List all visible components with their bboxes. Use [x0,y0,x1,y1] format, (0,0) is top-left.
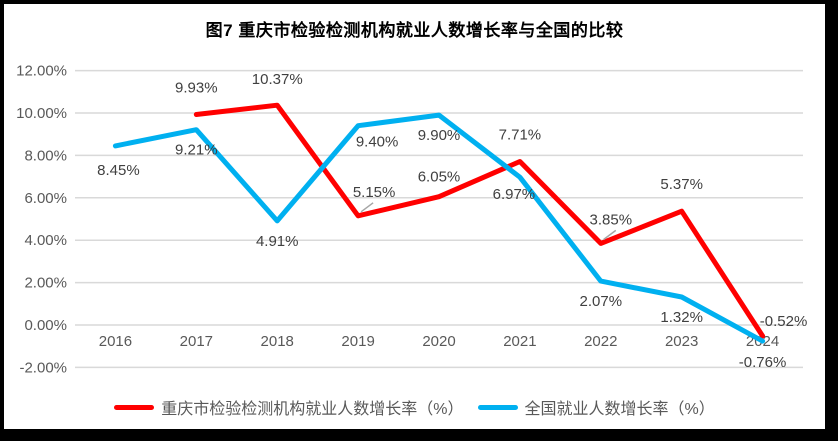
svg-text:2020: 2020 [422,333,455,350]
chart-legend: 重庆市检验检测机构就业人数增长率（%） 全国就业人数增长率（%） [4,395,825,419]
svg-text:2.07%: 2.07% [580,293,623,310]
svg-text:9.40%: 9.40% [356,134,399,151]
svg-text:2016: 2016 [99,333,132,350]
svg-text:6.05%: 6.05% [418,169,461,186]
blue-line-swatch [477,404,518,410]
legend-item-chongqing: 重庆市检验检测机构就业人数增长率（%） [114,395,464,419]
chart-title: 图7 重庆市检验检测机构就业人数增长率与全国的比较 [205,21,624,40]
svg-text:-0.76%: -0.76% [739,354,787,371]
svg-text:12.00%: 12.00% [16,63,67,80]
chart-area: 图7 重庆市检验检测机构就业人数增长率与全国的比较 12.00% 10.00% 8.… [4,4,825,429]
svg-text:4.91%: 4.91% [256,233,299,250]
svg-text:2023: 2023 [665,333,698,350]
svg-text:9.90%: 9.90% [418,127,461,144]
svg-text:8.00%: 8.00% [24,147,67,164]
svg-text:5.15%: 5.15% [353,184,396,201]
svg-text:-0.52%: -0.52% [760,313,808,330]
svg-text:1.32%: 1.32% [660,309,703,326]
legend-label-chongqing: 重庆市检验检测机构就业人数增长率（%） [161,401,464,418]
svg-text:9.21%: 9.21% [175,142,218,159]
svg-text:-2.00%: -2.00% [19,359,67,376]
svg-text:0.00%: 0.00% [24,317,67,334]
svg-text:10.00%: 10.00% [16,105,67,122]
svg-text:2017: 2017 [180,333,213,350]
svg-text:8.45%: 8.45% [97,162,140,179]
svg-text:6.97%: 6.97% [493,186,536,203]
svg-text:2.00%: 2.00% [24,275,67,292]
svg-text:4.00%: 4.00% [24,232,67,249]
svg-text:5.37%: 5.37% [660,176,703,193]
svg-text:7.71%: 7.71% [499,127,542,144]
svg-text:3.85%: 3.85% [590,211,633,228]
legend-label-national: 全国就业人数增长率（%） [524,401,715,418]
line-chart: 12.00% 10.00% 8.00% 6.00% 4.00% 2.00% 0.00% -2.… [16,63,808,377]
svg-text:2021: 2021 [503,333,536,350]
svg-text:2019: 2019 [341,333,374,350]
svg-text:10.37%: 10.37% [252,71,303,88]
svg-text:6.00%: 6.00% [24,190,67,207]
legend-item-national: 全国就业人数增长率（%） [477,395,715,419]
svg-text:9.93%: 9.93% [175,79,218,96]
svg-text:2018: 2018 [261,333,294,350]
red-line-swatch [114,404,155,410]
svg-text:2022: 2022 [584,333,617,350]
